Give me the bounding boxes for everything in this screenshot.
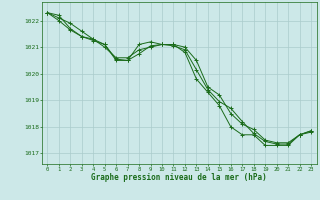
X-axis label: Graphe pression niveau de la mer (hPa): Graphe pression niveau de la mer (hPa) [91,173,267,182]
